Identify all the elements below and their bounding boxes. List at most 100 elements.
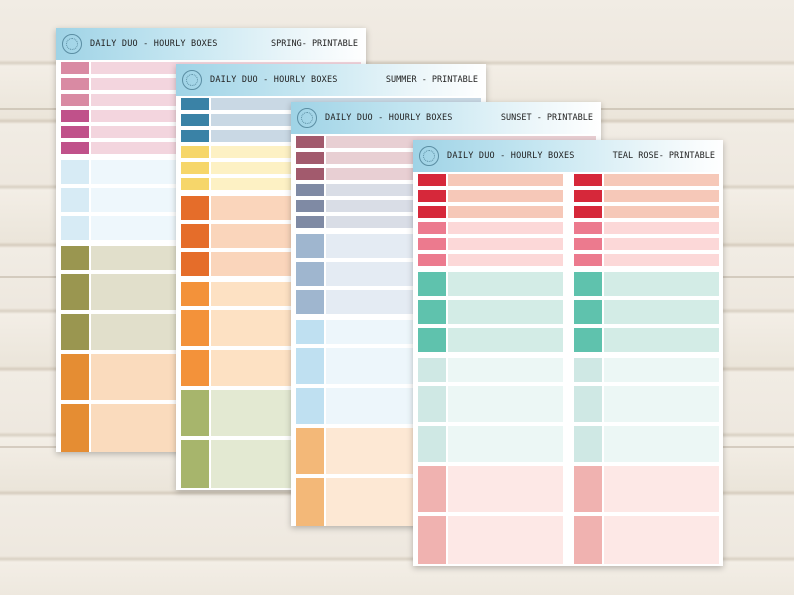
hourly-box-tab bbox=[574, 466, 602, 512]
hourly-box-fill bbox=[604, 190, 719, 202]
hourly-box-tab bbox=[418, 516, 446, 564]
hourly-box bbox=[418, 174, 563, 186]
hourly-box-tab bbox=[181, 130, 209, 142]
hourly-box-fill bbox=[604, 466, 719, 512]
hourly-box-tab bbox=[574, 386, 602, 422]
hourly-box-fill bbox=[448, 174, 563, 186]
hourly-box-tab bbox=[574, 222, 602, 234]
hourly-box-tab bbox=[61, 160, 89, 184]
hourly-box-fill bbox=[448, 206, 563, 218]
hourly-box-tab bbox=[296, 184, 324, 196]
hourly-box-tab bbox=[296, 290, 324, 314]
hourly-box-fill bbox=[448, 300, 563, 324]
hourly-box-tab bbox=[181, 98, 209, 110]
hourly-box-tab bbox=[418, 466, 446, 512]
hourly-box-fill bbox=[448, 328, 563, 352]
brand-logo-icon bbox=[419, 146, 439, 166]
hourly-box bbox=[418, 272, 563, 296]
hourly-box-tab bbox=[418, 426, 446, 462]
hourly-box-tab bbox=[296, 234, 324, 258]
sheet-brand-title: Daily Duo - Hourly Boxes bbox=[447, 151, 575, 161]
sheet-brand-title: Daily Duo - Hourly Boxes bbox=[210, 75, 338, 85]
hourly-box-fill bbox=[604, 174, 719, 186]
hourly-box-tab bbox=[61, 354, 89, 400]
hourly-box bbox=[574, 272, 719, 296]
hourly-box-tab bbox=[181, 114, 209, 126]
hourly-box-tab bbox=[418, 222, 446, 234]
hourly-box bbox=[418, 222, 563, 234]
hourly-box-tab bbox=[574, 358, 602, 382]
hourly-box-tab bbox=[181, 390, 209, 436]
hourly-box-tab bbox=[296, 348, 324, 384]
brand-logo-icon bbox=[297, 108, 317, 128]
hourly-box-fill bbox=[604, 358, 719, 382]
hourly-box-tab bbox=[296, 136, 324, 148]
hourly-box-fill bbox=[448, 466, 563, 512]
hourly-box-tab bbox=[418, 300, 446, 324]
hourly-box-tab bbox=[181, 146, 209, 158]
hourly-box bbox=[574, 254, 719, 266]
hourly-box bbox=[418, 466, 563, 512]
hourly-box-tab bbox=[61, 274, 89, 310]
hourly-box-tab bbox=[181, 178, 209, 190]
hourly-box-tab bbox=[574, 206, 602, 218]
sheet-teal-rose: Daily Duo - Hourly Boxes Teal Rose- Prin… bbox=[413, 140, 723, 566]
hourly-box-tab bbox=[296, 388, 324, 424]
hourly-box-tab bbox=[418, 190, 446, 202]
sheet-header: Daily Duo - Hourly Boxes Spring- Printab… bbox=[56, 28, 366, 60]
hourly-box bbox=[418, 516, 563, 564]
sheet-header: Daily Duo - Hourly Boxes Sunset - Printa… bbox=[291, 102, 601, 134]
hourly-box-tab bbox=[181, 440, 209, 488]
hourly-box bbox=[574, 466, 719, 512]
hourly-box-tab bbox=[181, 224, 209, 248]
hourly-box bbox=[574, 426, 719, 462]
hourly-box-tab bbox=[61, 94, 89, 106]
hourly-box-fill bbox=[604, 386, 719, 422]
hourly-box-tab bbox=[418, 238, 446, 250]
hourly-box-tab bbox=[418, 174, 446, 186]
hourly-box-fill bbox=[448, 358, 563, 382]
hourly-box-fill bbox=[604, 206, 719, 218]
hourly-box-tab bbox=[61, 62, 89, 74]
hourly-box-fill bbox=[448, 254, 563, 266]
brand-logo-icon bbox=[62, 34, 82, 54]
hourly-box-fill bbox=[448, 516, 563, 564]
hourly-box-tab bbox=[61, 314, 89, 350]
hourly-box-fill bbox=[448, 222, 563, 234]
hourly-box bbox=[418, 426, 563, 462]
sheet-brand-title: Daily Duo - Hourly Boxes bbox=[90, 39, 218, 49]
hourly-box bbox=[418, 190, 563, 202]
hourly-box-fill bbox=[448, 386, 563, 422]
hourly-box-tab bbox=[296, 428, 324, 474]
hourly-box-tab bbox=[574, 328, 602, 352]
sticker-column-right bbox=[574, 174, 719, 564]
hourly-box-fill bbox=[604, 516, 719, 564]
sheet-header: Daily Duo - Hourly Boxes Summer - Printa… bbox=[176, 64, 486, 96]
hourly-box-fill bbox=[604, 328, 719, 352]
hourly-box-tab bbox=[181, 310, 209, 346]
hourly-box bbox=[418, 386, 563, 422]
hourly-box-tab bbox=[418, 272, 446, 296]
hourly-box-fill bbox=[604, 426, 719, 462]
hourly-box bbox=[574, 222, 719, 234]
hourly-box-tab bbox=[61, 216, 89, 240]
hourly-box-tab bbox=[574, 190, 602, 202]
sticker-column-left bbox=[418, 174, 563, 564]
hourly-box-tab bbox=[418, 386, 446, 422]
hourly-box-tab bbox=[61, 126, 89, 138]
hourly-box-tab bbox=[61, 110, 89, 122]
sheet-header: Daily Duo - Hourly Boxes Teal Rose- Prin… bbox=[413, 140, 723, 172]
hourly-box bbox=[418, 206, 563, 218]
hourly-box-tab bbox=[418, 254, 446, 266]
hourly-box-fill bbox=[448, 272, 563, 296]
hourly-box-fill bbox=[604, 238, 719, 250]
hourly-box-tab bbox=[61, 404, 89, 452]
hourly-box-tab bbox=[574, 174, 602, 186]
hourly-box bbox=[574, 386, 719, 422]
hourly-box-tab bbox=[181, 196, 209, 220]
hourly-box-tab bbox=[61, 78, 89, 90]
hourly-box-tab bbox=[61, 142, 89, 154]
hourly-box-tab bbox=[574, 516, 602, 564]
hourly-box-tab bbox=[61, 188, 89, 212]
sheet-edition-title: Teal Rose- Printable bbox=[612, 151, 715, 161]
